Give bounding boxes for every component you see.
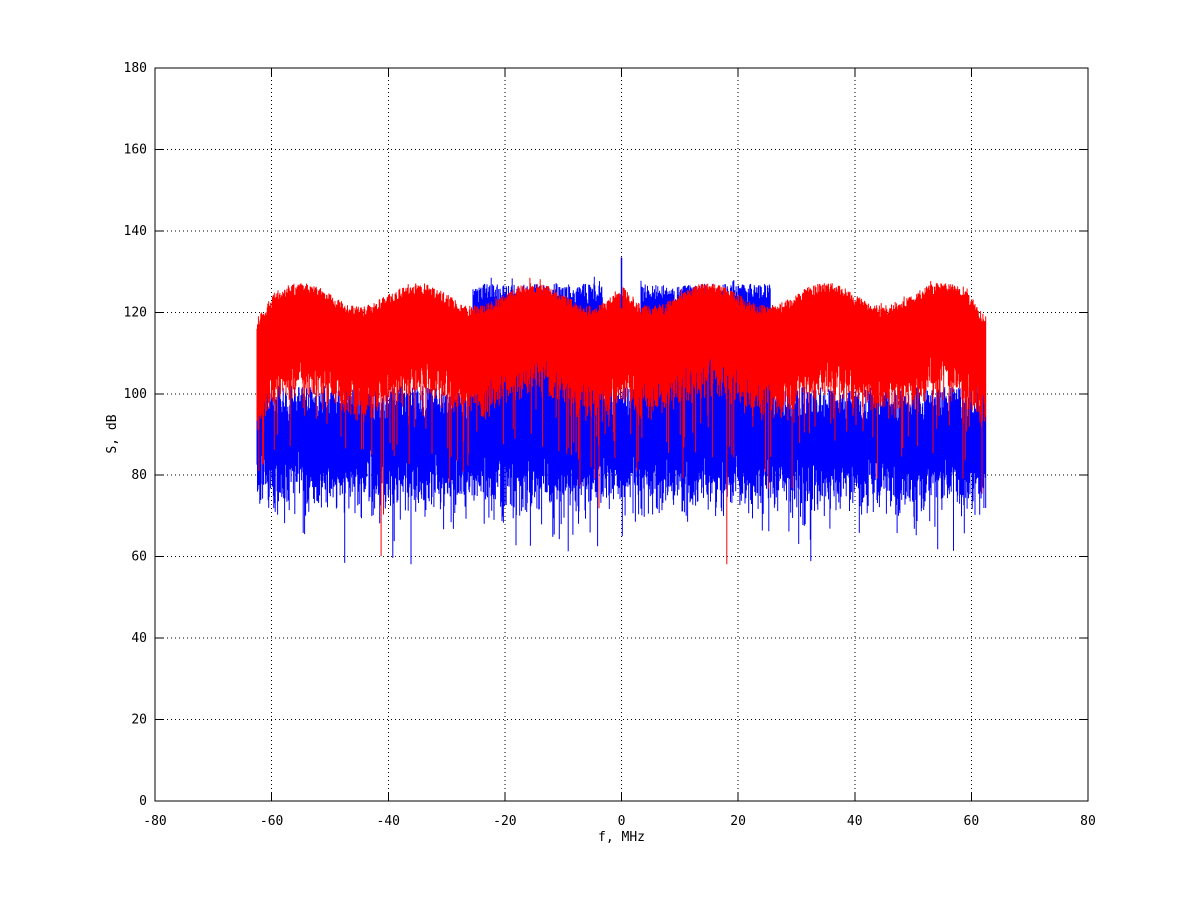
y-tick-label: 60 xyxy=(131,550,147,565)
x-tick-label: -80 xyxy=(143,814,166,829)
x-tick-label: 0 xyxy=(618,814,626,829)
y-tick-label: 20 xyxy=(131,713,147,728)
x-tick-label: 60 xyxy=(964,814,980,829)
y-tick-label: 160 xyxy=(124,142,147,157)
x-tick-label: -40 xyxy=(377,814,400,829)
x-tick-label: -60 xyxy=(260,814,283,829)
x-tick-label: -20 xyxy=(493,814,516,829)
y-tick-label: 120 xyxy=(124,305,147,320)
y-tick-label: 0 xyxy=(139,794,147,809)
series-layer xyxy=(256,257,987,565)
x-tick-label: 80 xyxy=(1080,814,1096,829)
y-tick-label: 140 xyxy=(124,224,147,239)
tick-label-layer: -80 -60 -40 -20 0 20 40 60 80 0 20 40 60 80 100 120 140 1… xyxy=(124,61,1096,829)
y-tick-label: 80 xyxy=(131,468,147,483)
plot-border xyxy=(154,67,1089,802)
y-axis-title: S, dB xyxy=(105,414,120,453)
y-tick-label: 180 xyxy=(124,61,147,76)
y-tick-label: 100 xyxy=(124,387,147,402)
x-tick-label: 40 xyxy=(847,814,863,829)
x-axis-title: f, MHz xyxy=(598,830,645,845)
y-tick-label: 40 xyxy=(131,631,147,646)
axis-layer xyxy=(154,67,1089,802)
wideband-series-path xyxy=(256,277,987,565)
x-tick-label: 20 xyxy=(730,814,746,829)
